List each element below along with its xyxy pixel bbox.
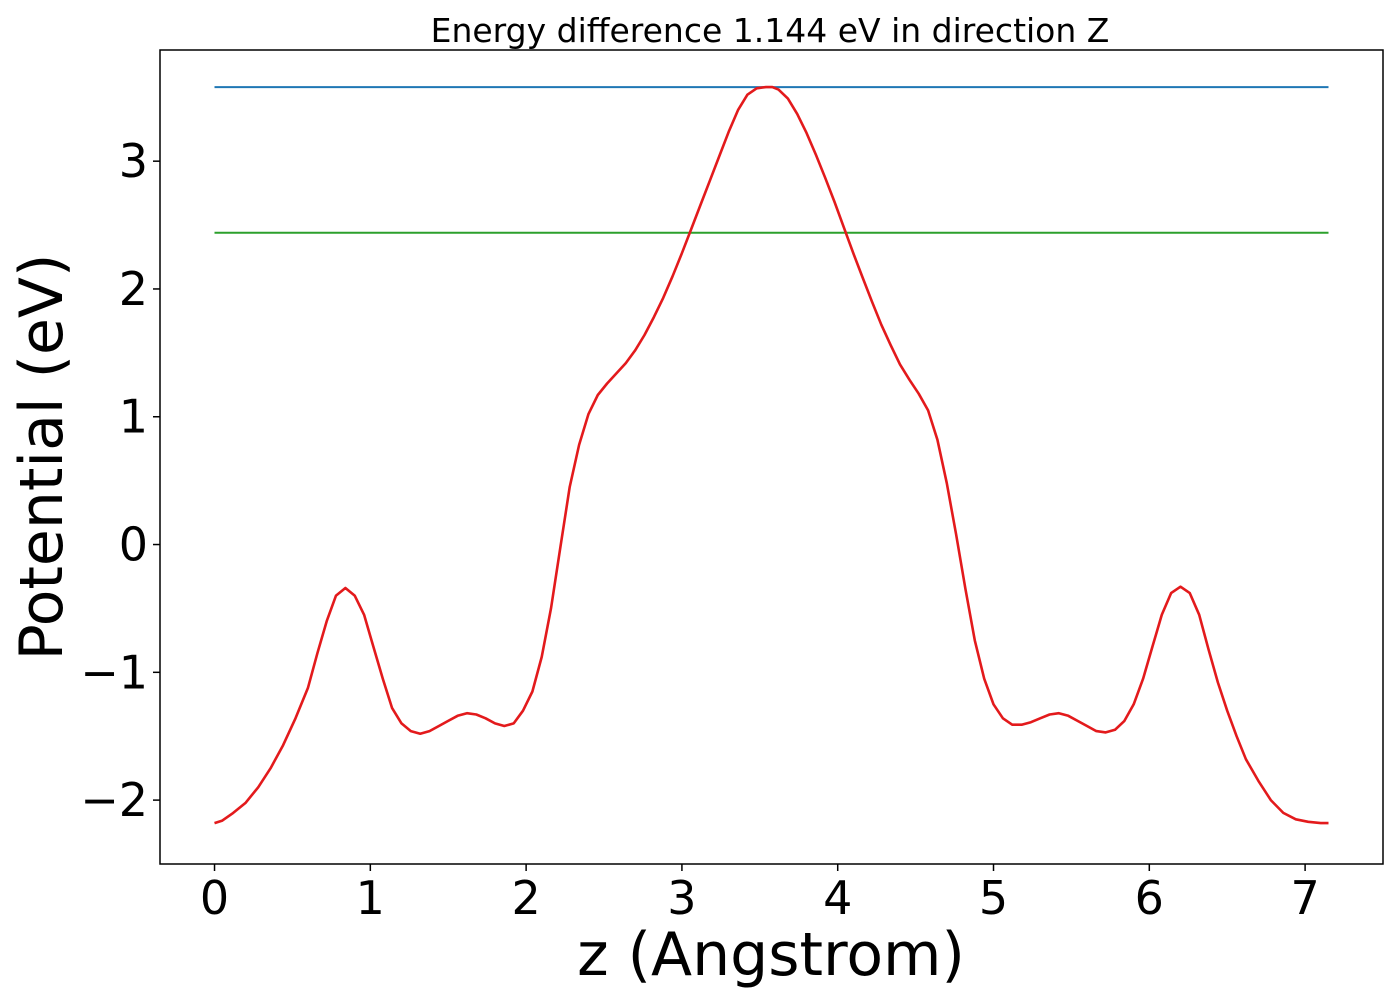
y-axis-label: Potential (eV)	[7, 254, 77, 661]
x-tick-label: 3	[667, 871, 696, 925]
y-tick-label: 1	[119, 390, 148, 444]
x-tick-label: 5	[979, 871, 1008, 925]
x-tick-label: 0	[200, 871, 229, 925]
x-tick-label: 7	[1290, 871, 1319, 925]
y-axis-ticks: −2 −1 0 1 2 3	[80, 134, 160, 827]
axes-frame	[159, 49, 1384, 865]
x-axis-ticks: 0 1 2 3 4 5 6 7	[200, 864, 1320, 925]
y-tick-label: −1	[80, 645, 148, 699]
chart-title: Energy difference 1.144 eV in direction …	[431, 11, 1110, 50]
y-tick-label: 2	[119, 262, 148, 316]
plot-area	[214, 85, 1329, 825]
x-axis-label: z (Angstrom)	[577, 920, 965, 990]
y-tick-label: 0	[119, 518, 148, 572]
x-tick-label: 6	[1135, 871, 1164, 925]
y-tick-label: 3	[119, 134, 148, 188]
x-tick-label: 2	[511, 871, 540, 925]
y-tick-label: −2	[80, 773, 148, 827]
x-tick-label: 4	[823, 871, 852, 925]
x-tick-label: 1	[356, 871, 385, 925]
series-line-2	[214, 85, 1329, 825]
